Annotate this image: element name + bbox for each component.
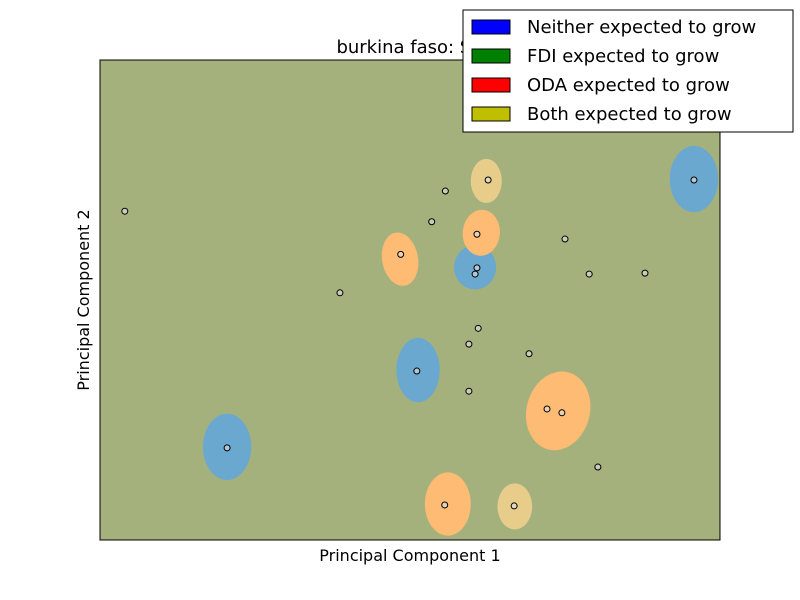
legend-swatch-4 (471, 106, 511, 122)
data-point-13 (336, 289, 344, 297)
data-point-20 (558, 409, 566, 417)
data-point-12 (641, 269, 649, 277)
plot-background (100, 60, 720, 540)
region-5 (381, 232, 419, 286)
data-point-22 (594, 463, 602, 471)
legend-label-3: ODA expected to grow (527, 75, 730, 96)
data-point-6 (473, 230, 481, 238)
legend-swatch-2 (471, 48, 511, 64)
decision-regions (202, 145, 719, 536)
data-point-11 (585, 270, 593, 278)
data-point-21 (223, 444, 231, 452)
data-point-7 (561, 235, 569, 243)
data-point-16 (525, 350, 533, 358)
data-point-3 (484, 176, 492, 184)
data-point-24 (510, 502, 518, 510)
legend-label-1: Neither expected to grow (527, 17, 756, 38)
data-point-14 (474, 324, 482, 332)
data-point-15 (465, 340, 473, 348)
chart-title: burkina faso: SV (336, 37, 484, 58)
region-7 (525, 371, 591, 451)
legend-swatch-1 (471, 19, 511, 35)
data-point-2 (441, 187, 449, 195)
data-points (121, 176, 698, 510)
plot-frame (99, 59, 721, 541)
data-point-17 (413, 367, 421, 375)
data-point-1 (121, 207, 129, 215)
legend-label-2: FDI expected to grow (527, 46, 719, 67)
legend-box (462, 9, 794, 133)
data-point-9 (473, 264, 481, 272)
data-point-19 (543, 405, 551, 413)
x-axis-label: Principal Component 1 (319, 546, 500, 565)
data-point-4 (690, 176, 698, 184)
y-axis-label: Principal Component 2 (74, 209, 93, 390)
region-6 (462, 209, 500, 256)
data-point-10 (471, 270, 479, 278)
legend-swatch-3 (471, 77, 511, 93)
data-point-23 (441, 501, 449, 509)
data-point-5 (428, 218, 436, 226)
data-point-18 (465, 387, 473, 395)
legend: Neither expected to grow FDI expected to … (462, 9, 794, 133)
legend-label-4: Both expected to grow (527, 104, 732, 125)
data-point-8 (397, 250, 405, 258)
